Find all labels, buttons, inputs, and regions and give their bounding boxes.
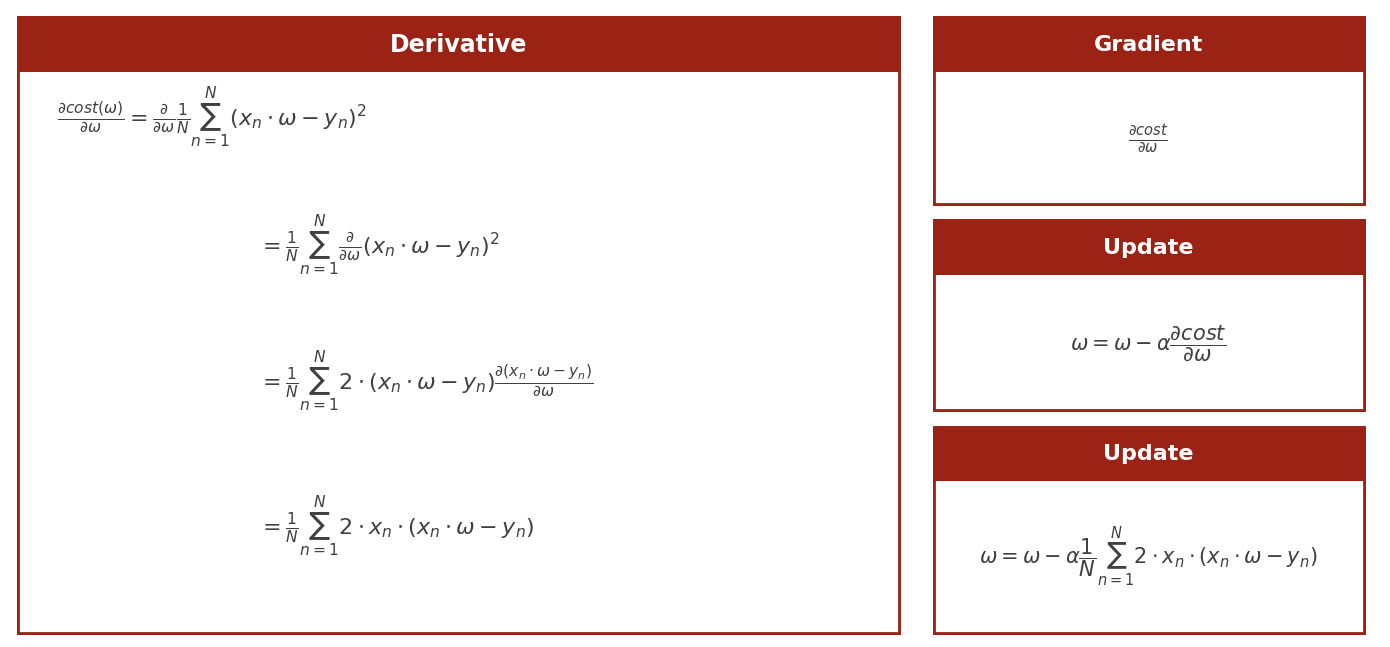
Text: $\frac{\partial cost(\omega)}{\partial \omega} = \frac{\partial}{\partial \omega: $\frac{\partial cost(\omega)}{\partial \…	[57, 85, 367, 149]
Text: $= \frac{1}{N}\sum_{n=1}^{N}\frac{\partial}{\partial \omega}(x_n \cdot \omega - : $= \frac{1}{N}\sum_{n=1}^{N}\frac{\parti…	[259, 214, 499, 278]
FancyBboxPatch shape	[934, 426, 1364, 633]
Text: Derivative: Derivative	[389, 33, 527, 57]
Text: $\frac{\partial cost}{\partial \omega}$: $\frac{\partial cost}{\partial \omega}$	[1129, 122, 1169, 155]
Text: $= \frac{1}{N}\sum_{n=1}^{N}2 \cdot x_n \cdot (x_n \cdot \omega - y_n)$: $= \frac{1}{N}\sum_{n=1}^{N}2 \cdot x_n …	[259, 494, 534, 558]
FancyBboxPatch shape	[934, 17, 1364, 204]
Text: $\omega = \omega - \alpha\dfrac{1}{N}\sum_{n=1}^{N}2 \cdot x_n \cdot (x_n \cdot : $\omega = \omega - \alpha\dfrac{1}{N}\su…	[980, 525, 1318, 588]
FancyBboxPatch shape	[934, 275, 1364, 410]
Text: Update: Update	[1104, 444, 1194, 464]
FancyBboxPatch shape	[18, 17, 899, 633]
FancyBboxPatch shape	[18, 72, 899, 633]
Text: $= \frac{1}{N}\sum_{n=1}^{N}2 \cdot (x_n \cdot \omega - y_n)\frac{\partial(x_n \: $= \frac{1}{N}\sum_{n=1}^{N}2 \cdot (x_n…	[259, 349, 594, 413]
FancyBboxPatch shape	[934, 221, 1364, 410]
FancyBboxPatch shape	[934, 481, 1364, 633]
Text: Update: Update	[1104, 238, 1194, 258]
Text: Gradient: Gradient	[1094, 35, 1204, 55]
Text: $\omega = \omega - \alpha\dfrac{\partial cost}{\partial \omega}$: $\omega = \omega - \alpha\dfrac{\partial…	[1070, 323, 1227, 363]
FancyBboxPatch shape	[934, 72, 1364, 204]
